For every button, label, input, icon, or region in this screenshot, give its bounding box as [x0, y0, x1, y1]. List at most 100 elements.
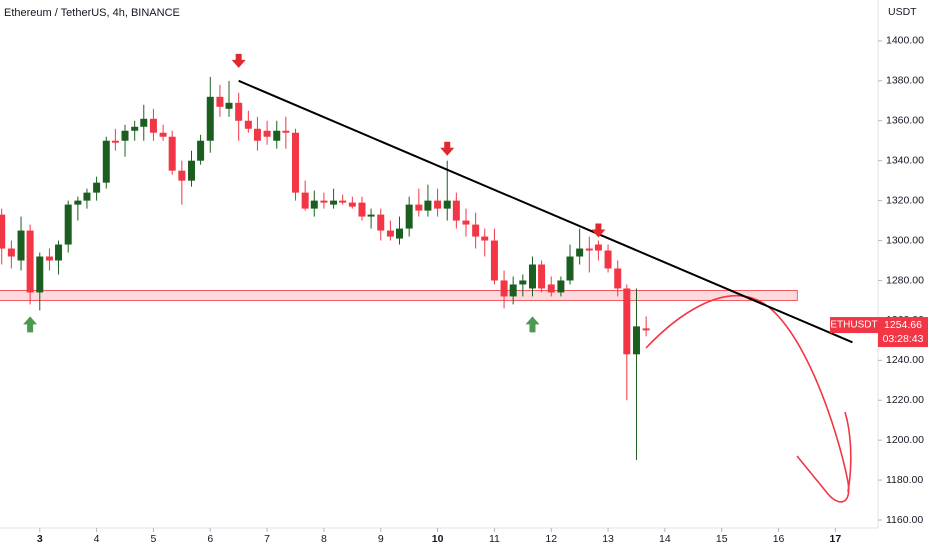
- x-tick-label: 12: [545, 533, 557, 545]
- candle-body: [490, 240, 498, 281]
- candle-body: [557, 280, 565, 293]
- down-arrow: [591, 223, 606, 238]
- y-tick-label: 1200.00: [886, 434, 924, 446]
- resistance-line: [238, 79, 853, 344]
- candle-body: [188, 160, 196, 181]
- candle-body: [614, 268, 622, 289]
- x-tick-label: 9: [378, 533, 384, 545]
- candle-body: [348, 202, 356, 207]
- candle-body: [7, 248, 15, 257]
- candle-body: [547, 284, 555, 293]
- candle-body: [178, 170, 186, 181]
- candle-body: [121, 130, 129, 141]
- y-tick-label: 1220.00: [886, 394, 924, 406]
- candle-body: [434, 200, 442, 209]
- candle-body: [102, 140, 110, 183]
- candle-body: [481, 236, 489, 241]
- symbol-tag: [830, 317, 878, 334]
- candle-body: [424, 200, 432, 211]
- price-tag-value: 1254.66: [884, 319, 922, 331]
- candle-body: [528, 264, 536, 289]
- candle-body: [310, 200, 318, 209]
- candle-body: [36, 256, 44, 293]
- drawing-curve: [645, 294, 852, 503]
- y-tick-label: 1240.00: [886, 354, 924, 366]
- candle-body: [472, 224, 480, 237]
- candle-body: [64, 204, 72, 245]
- x-tick-label: 17: [830, 533, 842, 545]
- candle-body: [396, 228, 404, 239]
- candle-body: [320, 200, 328, 203]
- y-tick-label: 1320.00: [886, 194, 924, 206]
- down-arrow: [440, 141, 455, 156]
- x-tick-label: 3: [37, 533, 43, 545]
- candle-body: [55, 244, 63, 261]
- candle-body: [111, 140, 119, 143]
- candle-body: [159, 132, 167, 137]
- candle-body: [509, 284, 517, 297]
- y-tick-label: 1280.00: [886, 274, 924, 286]
- candle-body: [339, 200, 347, 203]
- projection-curve: [645, 294, 850, 503]
- chart-title: Ethereum / TetherUS, 4h, BINANCE: [4, 7, 180, 19]
- x-tick-label: 5: [151, 533, 157, 545]
- y-tick-label: 1180.00: [886, 474, 923, 486]
- candle-body: [93, 182, 101, 193]
- candle-body: [642, 328, 650, 331]
- x-tick-label: 7: [264, 533, 270, 545]
- candle-body: [623, 288, 631, 355]
- candle-body: [235, 102, 243, 121]
- candle-body: [149, 118, 157, 133]
- candle-body: [301, 192, 309, 209]
- candle-body: [594, 244, 602, 251]
- candle-body: [263, 130, 271, 137]
- candle-body: [206, 96, 214, 141]
- candle-body: [253, 128, 261, 141]
- candle-body: [45, 256, 53, 261]
- candle-body: [415, 204, 423, 211]
- candle-body: [26, 230, 34, 293]
- x-tick-label: 13: [602, 533, 614, 545]
- candle-body: [519, 280, 527, 285]
- candle-body: [405, 204, 413, 229]
- candle-body: [225, 102, 233, 109]
- y-tick-label: 1160.00: [886, 514, 923, 526]
- candle-body: [358, 202, 366, 217]
- candle-body: [292, 132, 300, 193]
- candle-body: [83, 192, 91, 201]
- candle-body: [443, 200, 451, 209]
- x-tick-label: 15: [716, 533, 728, 545]
- candle-body: [500, 280, 508, 297]
- x-tick-label: 10: [432, 533, 444, 545]
- candle-body: [452, 200, 460, 221]
- candle-body: [17, 230, 25, 261]
- candle-body: [244, 120, 252, 129]
- candle-body: [0, 214, 6, 249]
- candle-body: [585, 248, 593, 251]
- candle-body: [131, 126, 139, 131]
- candle-body: [566, 256, 574, 281]
- candle-body: [632, 326, 640, 355]
- price-tag: [878, 317, 928, 348]
- x-tick-label: 11: [489, 533, 500, 545]
- candle-body: [367, 214, 375, 217]
- candle-body: [386, 230, 394, 237]
- candle-body: [273, 130, 281, 141]
- candle-body: [604, 250, 612, 269]
- projection-curve-tail: [844, 411, 852, 493]
- y-tick-label: 1340.00: [886, 154, 924, 166]
- x-tick-label: 8: [321, 533, 327, 545]
- candle-body: [197, 140, 205, 161]
- y-tick-label: 1300.00: [886, 234, 924, 246]
- candle-body: [140, 118, 148, 127]
- candle-body: [330, 200, 338, 205]
- x-tick-label: 16: [773, 533, 785, 545]
- up-arrow: [23, 316, 38, 333]
- y-tick-label: 1400.00: [886, 35, 924, 47]
- y-tick-label: 1380.00: [886, 75, 924, 87]
- down-arrow: [231, 53, 246, 68]
- price-tag-countdown: 03:28:43: [883, 333, 924, 345]
- candle-body: [538, 264, 546, 289]
